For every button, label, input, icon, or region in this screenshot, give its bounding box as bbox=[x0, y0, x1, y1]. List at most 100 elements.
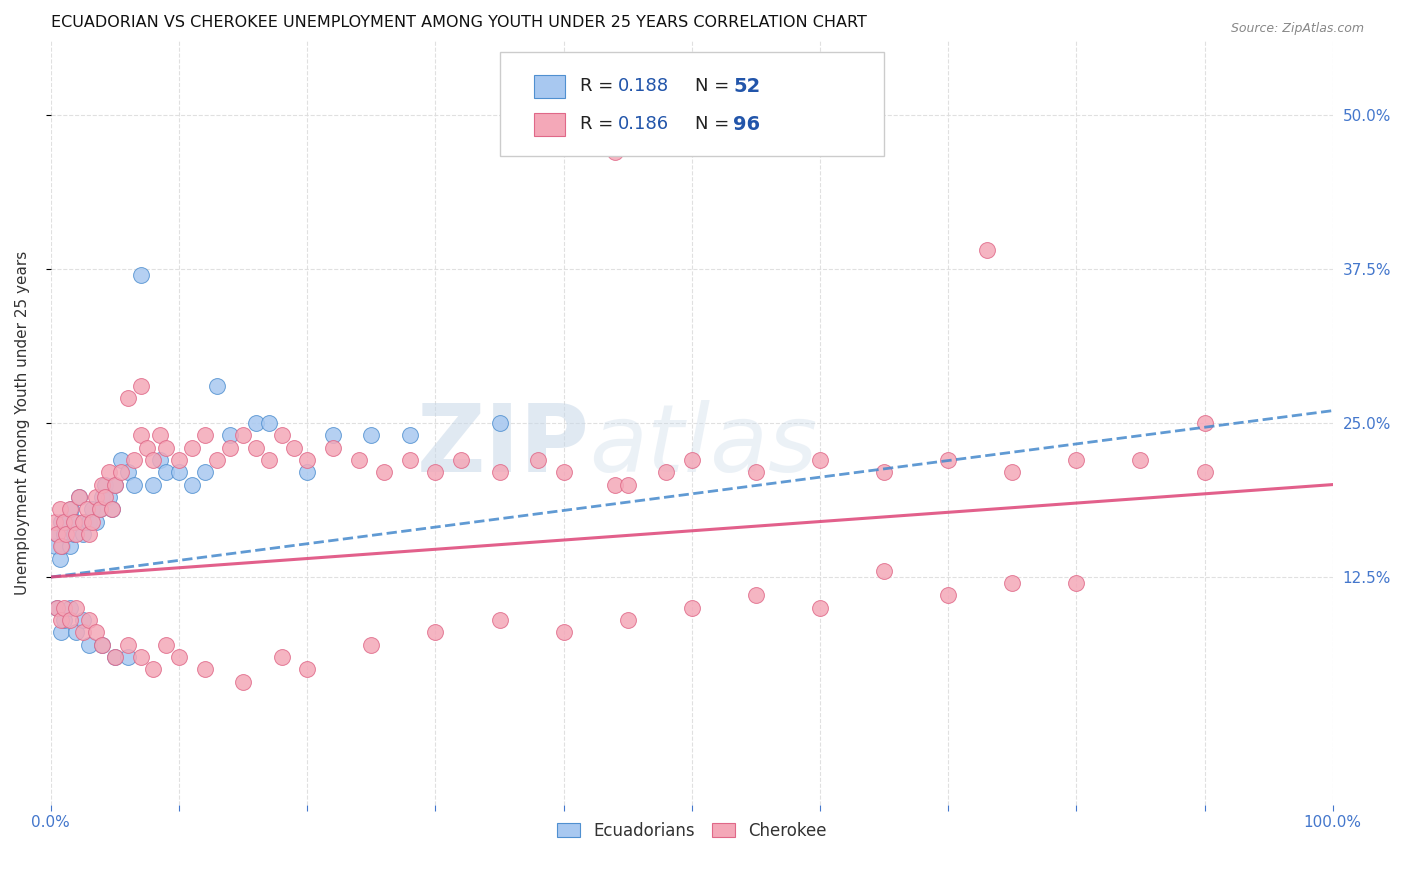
Point bbox=[488, 613, 510, 627]
Point bbox=[101, 502, 124, 516]
Point bbox=[681, 600, 703, 615]
Point bbox=[52, 527, 75, 541]
Text: 0.188: 0.188 bbox=[619, 78, 669, 95]
Point bbox=[79, 613, 101, 627]
Point bbox=[180, 441, 202, 455]
Point bbox=[155, 465, 177, 479]
Point bbox=[49, 551, 72, 566]
FancyBboxPatch shape bbox=[499, 53, 884, 155]
Point bbox=[745, 465, 768, 479]
Point bbox=[129, 428, 152, 442]
Text: atlas: atlas bbox=[589, 401, 817, 491]
Point bbox=[59, 600, 82, 615]
Point bbox=[655, 465, 678, 479]
FancyBboxPatch shape bbox=[534, 75, 565, 98]
Point bbox=[49, 625, 72, 640]
Point bbox=[283, 441, 305, 455]
Point bbox=[80, 515, 103, 529]
Point bbox=[167, 465, 190, 479]
Point bbox=[72, 625, 94, 640]
Point bbox=[297, 465, 319, 479]
Point bbox=[117, 638, 139, 652]
Point bbox=[46, 600, 69, 615]
Point bbox=[1194, 465, 1216, 479]
Point bbox=[616, 613, 638, 627]
Point bbox=[373, 465, 395, 479]
Point bbox=[110, 465, 132, 479]
Point bbox=[1066, 453, 1088, 467]
Point bbox=[63, 515, 86, 529]
Point bbox=[89, 502, 111, 516]
FancyBboxPatch shape bbox=[534, 112, 565, 136]
Point bbox=[167, 453, 190, 467]
Point bbox=[117, 465, 139, 479]
Point bbox=[93, 490, 115, 504]
Point bbox=[80, 502, 103, 516]
Point bbox=[681, 453, 703, 467]
Point bbox=[67, 490, 90, 504]
Point bbox=[1001, 465, 1024, 479]
Point bbox=[52, 515, 75, 529]
Point bbox=[136, 441, 159, 455]
Point bbox=[49, 613, 72, 627]
Point bbox=[219, 441, 242, 455]
Point bbox=[207, 379, 229, 393]
Point bbox=[155, 638, 177, 652]
Point bbox=[180, 477, 202, 491]
Point bbox=[75, 515, 97, 529]
Point bbox=[808, 600, 831, 615]
Point bbox=[553, 625, 575, 640]
Point bbox=[257, 453, 280, 467]
Point bbox=[527, 453, 550, 467]
Point bbox=[873, 465, 896, 479]
Point bbox=[425, 465, 447, 479]
Point bbox=[322, 441, 344, 455]
Point bbox=[84, 515, 107, 529]
Point bbox=[603, 477, 626, 491]
Text: N =: N = bbox=[695, 78, 735, 95]
Point bbox=[117, 392, 139, 406]
Point bbox=[245, 416, 267, 430]
Point bbox=[194, 465, 217, 479]
Point bbox=[603, 145, 626, 159]
Text: 0.186: 0.186 bbox=[619, 115, 669, 133]
Point bbox=[398, 428, 420, 442]
Point bbox=[129, 268, 152, 282]
Point bbox=[450, 453, 472, 467]
Point bbox=[63, 527, 86, 541]
Point bbox=[91, 638, 114, 652]
Point bbox=[84, 490, 107, 504]
Point bbox=[91, 477, 114, 491]
Point bbox=[297, 453, 319, 467]
Text: R =: R = bbox=[579, 78, 619, 95]
Point bbox=[1001, 576, 1024, 591]
Point bbox=[122, 477, 145, 491]
Point bbox=[270, 650, 292, 665]
Point bbox=[219, 428, 242, 442]
Point bbox=[72, 613, 94, 627]
Point bbox=[104, 650, 127, 665]
Point bbox=[97, 465, 120, 479]
Point bbox=[49, 502, 72, 516]
Point bbox=[207, 453, 229, 467]
Point bbox=[194, 662, 217, 676]
Point bbox=[322, 428, 344, 442]
Point bbox=[360, 638, 382, 652]
Legend: Ecuadorians, Cherokee: Ecuadorians, Cherokee bbox=[550, 815, 834, 847]
Point bbox=[142, 453, 165, 467]
Point bbox=[488, 416, 510, 430]
Text: Source: ZipAtlas.com: Source: ZipAtlas.com bbox=[1230, 22, 1364, 36]
Point bbox=[398, 453, 420, 467]
Point bbox=[149, 428, 172, 442]
Point bbox=[67, 490, 90, 504]
Text: N =: N = bbox=[695, 115, 735, 133]
Point bbox=[65, 515, 87, 529]
Y-axis label: Unemployment Among Youth under 25 years: Unemployment Among Youth under 25 years bbox=[15, 251, 30, 595]
Point bbox=[93, 477, 115, 491]
Point bbox=[79, 638, 101, 652]
Point bbox=[360, 428, 382, 442]
Point bbox=[936, 453, 959, 467]
Point bbox=[65, 625, 87, 640]
Point bbox=[616, 477, 638, 491]
Point bbox=[155, 441, 177, 455]
